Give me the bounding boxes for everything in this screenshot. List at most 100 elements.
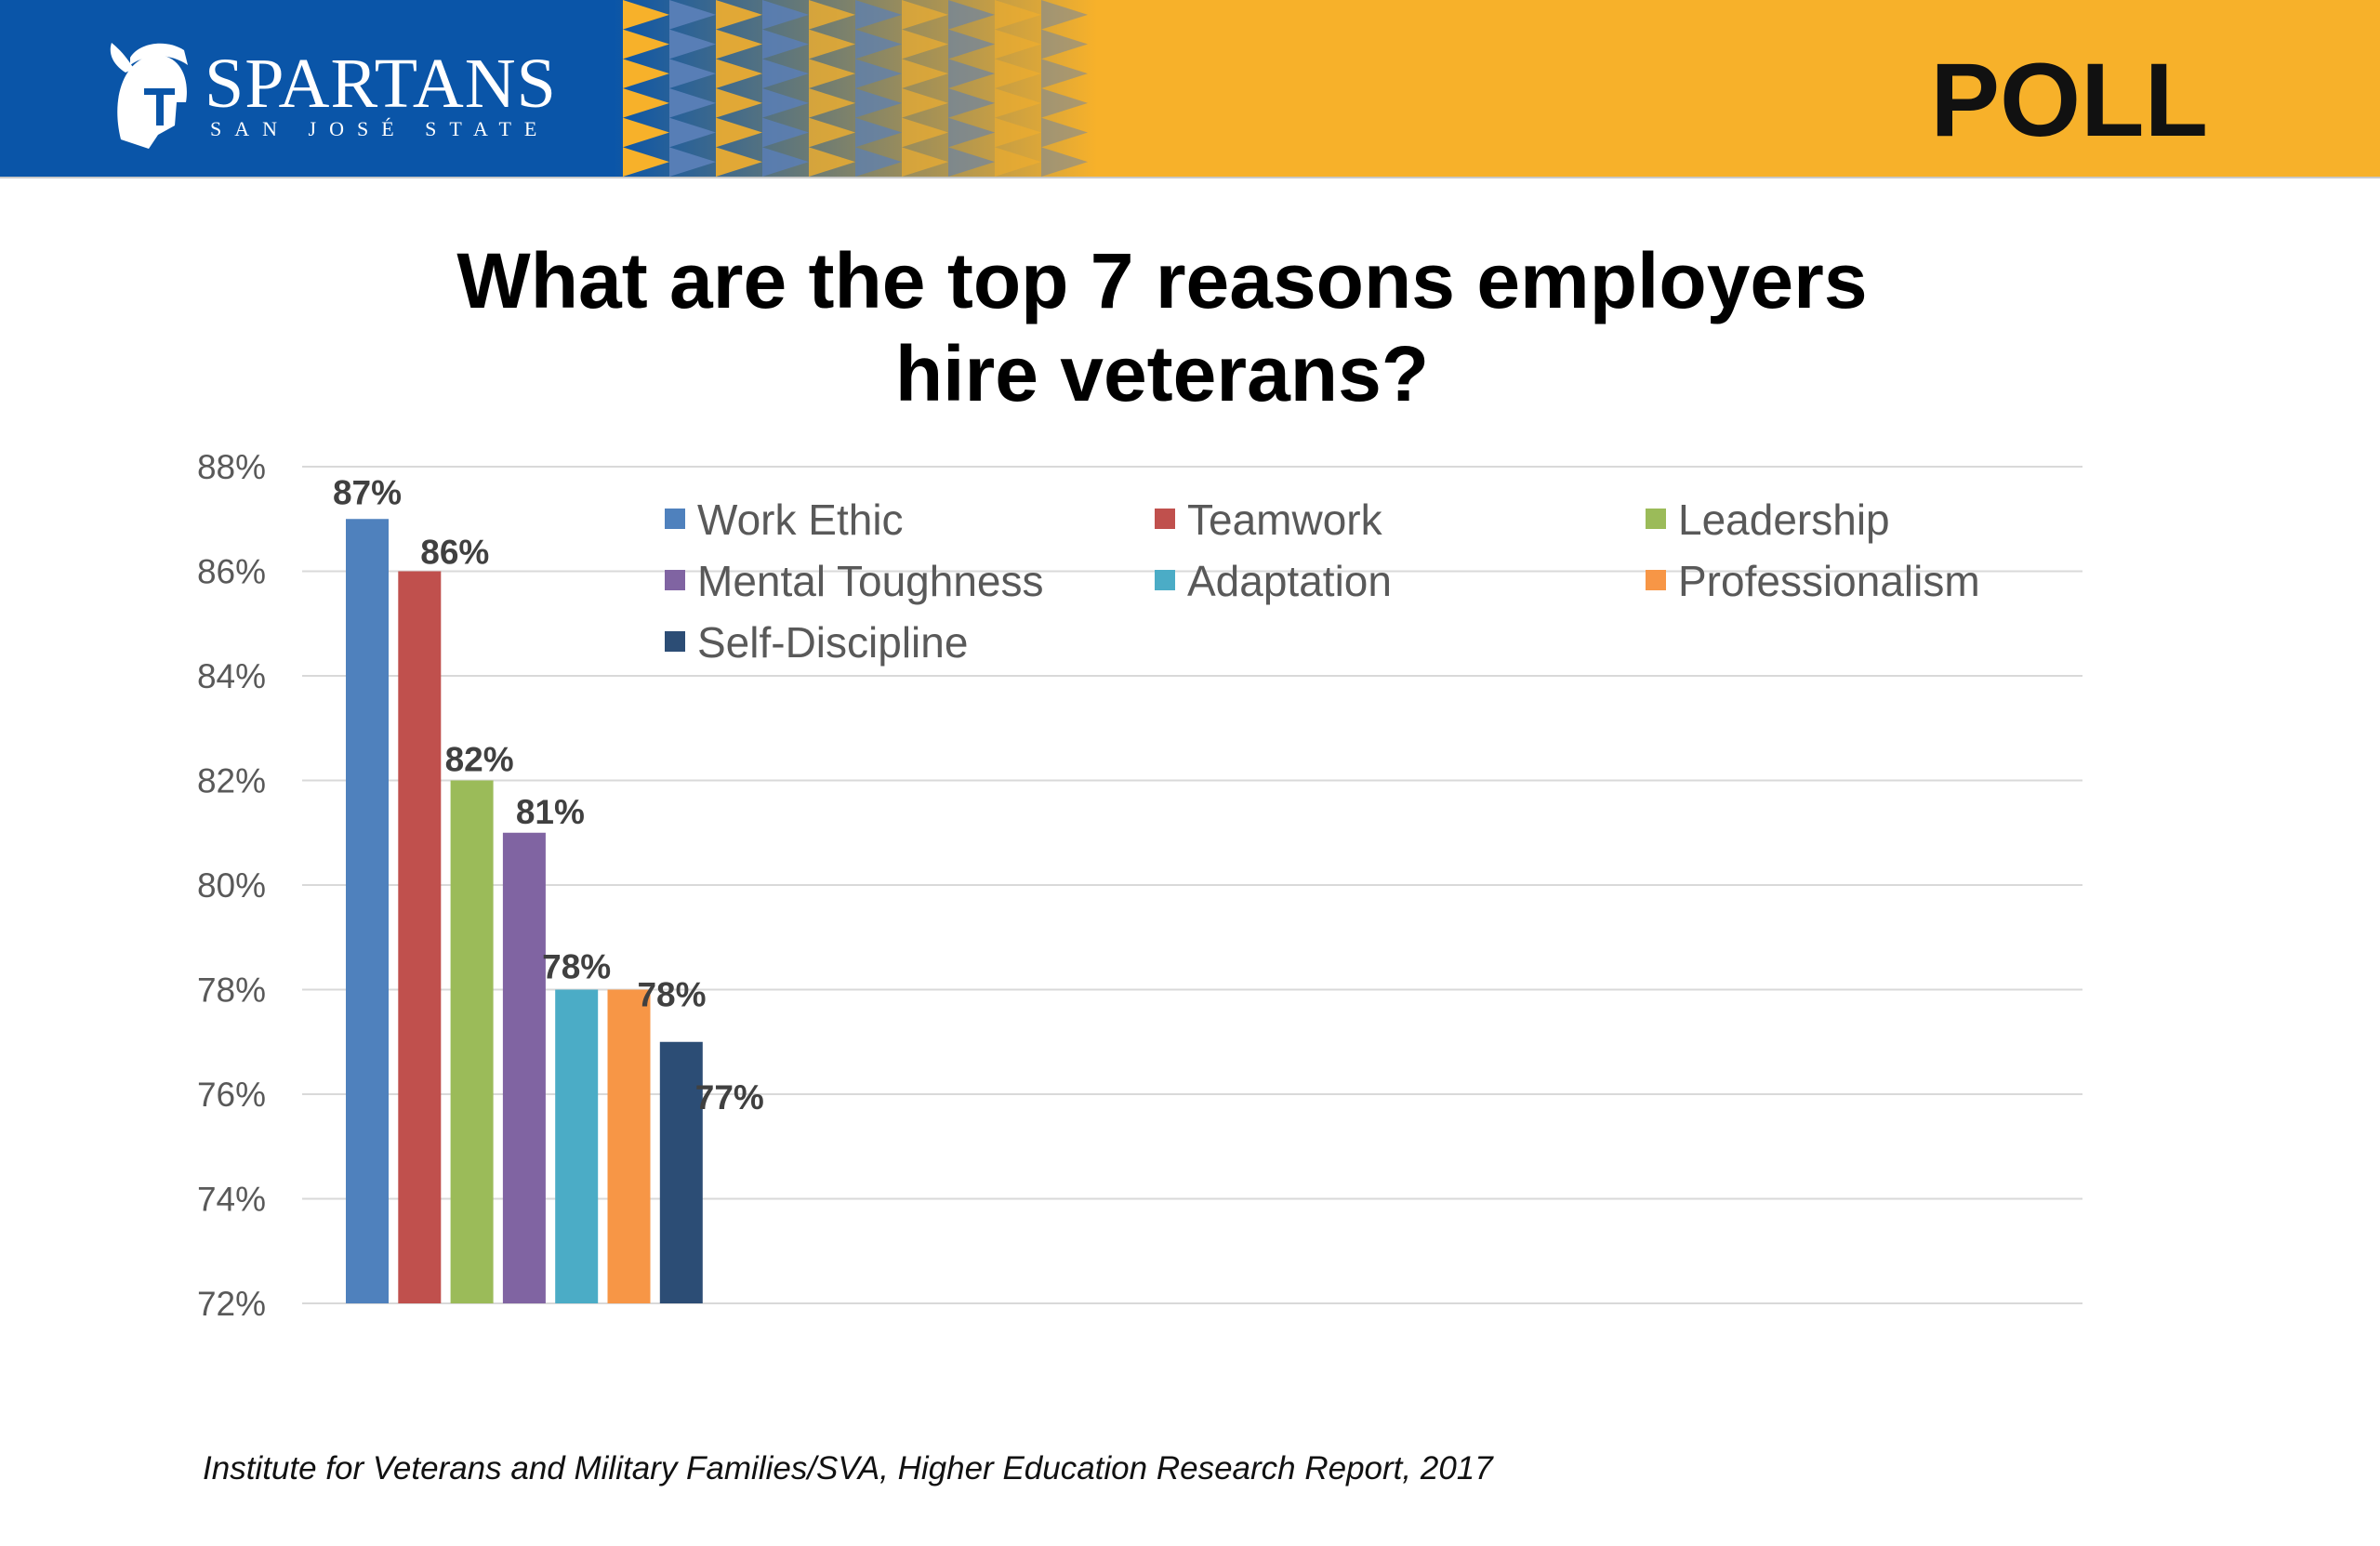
source-citation: Institute for Veterans and Military Fami… [203, 1450, 1493, 1487]
data-label: 78% [542, 948, 611, 986]
header-banner: SPARTANS SAN JOSÉ STATE POLL [0, 0, 2380, 178]
y-tick-label: 88% [197, 448, 266, 486]
pattern-triangle [762, 59, 809, 88]
pattern-triangle [995, 88, 1041, 118]
triangle-pattern [623, 0, 1088, 177]
pattern-triangle [995, 147, 1041, 177]
legend-swatch [1155, 509, 1175, 529]
logo-subtitle: SAN JOSÉ STATE [210, 117, 550, 140]
y-tick-label: 86% [197, 553, 266, 591]
bar-leadership [450, 780, 494, 1303]
legend-swatch [665, 631, 685, 652]
pattern-triangle [902, 29, 948, 59]
chart-title-line-2: hire veterans? [894, 330, 1430, 417]
pattern-triangle [669, 147, 716, 177]
legend-swatch [665, 570, 685, 590]
bar-professionalism [607, 989, 651, 1303]
legend-swatch [665, 509, 685, 529]
logo-wordmark: SPARTANS [205, 45, 557, 123]
pattern-triangle [855, 117, 902, 148]
pattern-triangle [1041, 59, 1088, 88]
y-tick-label: 74% [197, 1181, 266, 1219]
pattern-triangle [716, 59, 762, 88]
pattern-triangle [995, 29, 1041, 59]
data-label: 78% [637, 976, 706, 1014]
pattern-triangle [855, 59, 902, 88]
pattern-triangle [902, 88, 948, 118]
y-tick-label: 84% [197, 657, 266, 695]
pattern-triangle [948, 88, 995, 118]
pattern-triangle [669, 0, 716, 30]
pattern-triangle [1041, 29, 1088, 59]
pattern-triangle [902, 147, 948, 177]
pattern-triangle [902, 117, 948, 148]
pattern-triangle [948, 0, 995, 30]
y-tick-label: 76% [197, 1076, 266, 1114]
data-label: 87% [333, 473, 402, 511]
legend-swatch [1646, 509, 1666, 529]
pattern-triangle [762, 29, 809, 59]
bar-teamwork [398, 571, 442, 1303]
pattern-triangle [809, 88, 855, 118]
pattern-triangle [948, 117, 995, 148]
pattern-triangle [762, 117, 809, 148]
chart-title-line-1: What are the top 7 reasons employers [456, 237, 1868, 324]
pattern-triangle [855, 29, 902, 59]
legend-label: Leadership [1678, 496, 1890, 544]
legend-label: Work Ethic [697, 496, 904, 544]
pattern-triangle [669, 59, 716, 88]
y-tick-label: 80% [197, 866, 266, 905]
pattern-triangle [623, 117, 669, 148]
legend-label: Professionalism [1678, 557, 1980, 605]
pattern-triangle [716, 29, 762, 59]
pattern-triangle [1041, 117, 1088, 148]
pattern-triangle [716, 117, 762, 148]
legend-label: Self-Discipline [697, 618, 968, 667]
pattern-triangle [809, 29, 855, 59]
poll-label: POLL [1930, 42, 2208, 158]
pattern-triangle [1041, 0, 1088, 30]
legend-swatch [1155, 570, 1175, 590]
y-tick-label: 78% [197, 971, 266, 1010]
pattern-triangle [809, 147, 855, 177]
legend-label: Adaptation [1187, 557, 1392, 605]
pattern-triangle [995, 117, 1041, 148]
data-label: 81% [516, 793, 585, 831]
pattern-triangle [995, 59, 1041, 88]
pattern-triangle [623, 59, 669, 88]
pattern-triangle [809, 59, 855, 88]
chart-title: What are the top 7 reasons employers hir… [353, 234, 1971, 420]
pattern-triangle [902, 0, 948, 30]
pattern-triangle [623, 88, 669, 118]
data-label: 77% [695, 1078, 764, 1117]
bar-mental-toughness [502, 832, 546, 1303]
bar-self-discipline [659, 1041, 703, 1303]
pattern-triangle [902, 59, 948, 88]
pattern-triangle [995, 0, 1041, 30]
pattern-triangle [809, 0, 855, 30]
pattern-triangle [948, 147, 995, 177]
legend-label: Teamwork [1187, 496, 1383, 544]
pattern-triangle [669, 117, 716, 148]
pattern-triangle [669, 29, 716, 59]
data-label: 86% [420, 534, 489, 572]
spartans-logo: SPARTANS SAN JOSÉ STATE [102, 37, 556, 158]
pattern-triangle [716, 147, 762, 177]
pattern-triangle [855, 0, 902, 30]
pattern-triangle [855, 88, 902, 118]
pattern-triangle [1041, 88, 1088, 118]
pattern-triangle [716, 88, 762, 118]
y-tick-label: 72% [197, 1285, 266, 1323]
pattern-triangle [855, 147, 902, 177]
pattern-triangle [669, 88, 716, 118]
pattern-triangle [762, 147, 809, 177]
legend-swatch [1646, 570, 1666, 590]
pattern-triangle [623, 147, 669, 177]
pattern-triangle [762, 88, 809, 118]
bar-chart: 72%74%76%78%80%82%84%86%88%87%86%82%81%7… [197, 448, 2082, 1323]
y-tick-label: 82% [197, 762, 266, 800]
pattern-triangle [948, 29, 995, 59]
bar-work-ethic [346, 519, 389, 1303]
pattern-triangle [762, 0, 809, 30]
pattern-triangle [809, 117, 855, 148]
